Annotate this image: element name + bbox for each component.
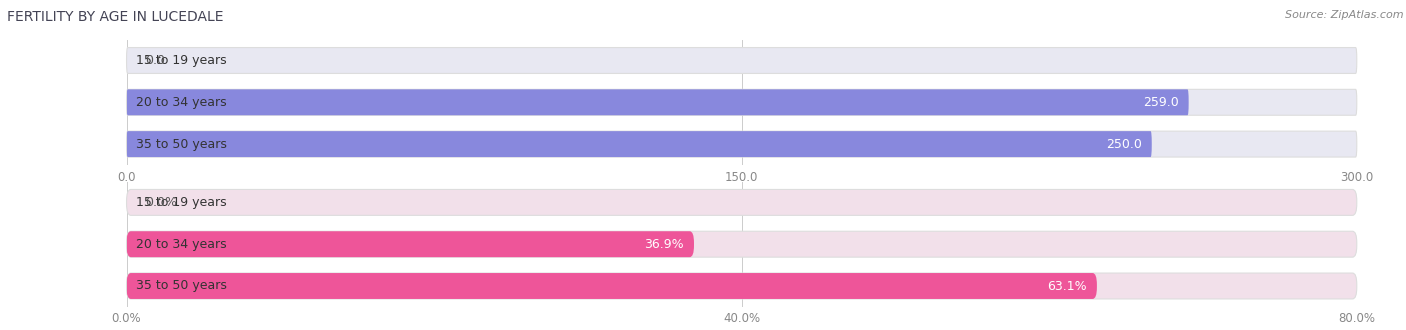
Text: 250.0: 250.0 [1107, 138, 1142, 150]
FancyBboxPatch shape [127, 231, 695, 257]
Text: 15 to 19 years: 15 to 19 years [136, 54, 226, 67]
FancyBboxPatch shape [127, 273, 1097, 299]
FancyBboxPatch shape [127, 231, 1357, 257]
Text: 35 to 50 years: 35 to 50 years [136, 138, 228, 150]
FancyBboxPatch shape [127, 273, 1357, 299]
FancyBboxPatch shape [127, 189, 1357, 215]
Text: 15 to 19 years: 15 to 19 years [136, 196, 226, 209]
Text: 0.0%: 0.0% [145, 196, 177, 209]
FancyBboxPatch shape [127, 89, 1188, 115]
Text: 20 to 34 years: 20 to 34 years [136, 96, 226, 109]
Text: Source: ZipAtlas.com: Source: ZipAtlas.com [1285, 10, 1403, 20]
FancyBboxPatch shape [127, 89, 1357, 115]
Text: 35 to 50 years: 35 to 50 years [136, 280, 228, 292]
Text: FERTILITY BY AGE IN LUCEDALE: FERTILITY BY AGE IN LUCEDALE [7, 10, 224, 24]
FancyBboxPatch shape [127, 131, 1152, 157]
Text: 36.9%: 36.9% [644, 238, 685, 251]
Text: 259.0: 259.0 [1143, 96, 1178, 109]
Text: 0.0: 0.0 [145, 54, 165, 67]
Text: 20 to 34 years: 20 to 34 years [136, 238, 226, 251]
FancyBboxPatch shape [127, 131, 1357, 157]
Text: 63.1%: 63.1% [1047, 280, 1087, 292]
FancyBboxPatch shape [127, 48, 1357, 74]
